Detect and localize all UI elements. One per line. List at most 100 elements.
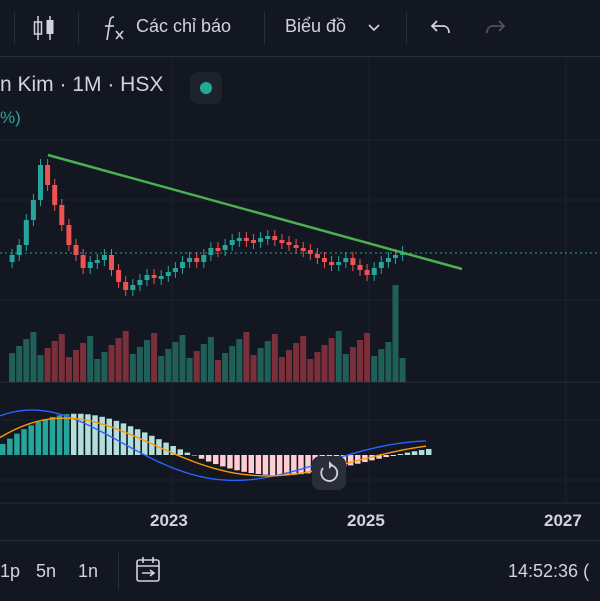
undo-icon[interactable] bbox=[428, 16, 452, 40]
macd-hist-bar bbox=[106, 418, 112, 455]
macd-hist-bar bbox=[276, 455, 283, 476]
candle bbox=[38, 159, 43, 206]
macd-hist-bar bbox=[21, 429, 27, 455]
candle bbox=[80, 249, 86, 274]
macd-hist-bar bbox=[120, 423, 127, 455]
candle bbox=[293, 239, 299, 254]
macd-hist-bar bbox=[134, 429, 141, 455]
candle bbox=[123, 276, 129, 296]
volume-bar bbox=[115, 338, 122, 382]
volume-bar bbox=[314, 352, 321, 382]
volume-bar bbox=[371, 356, 378, 382]
price-chart[interactable] bbox=[0, 57, 600, 540]
reset-chart-button[interactable] bbox=[312, 456, 346, 490]
macd-hist-bar bbox=[56, 415, 63, 455]
macd-hist-bar bbox=[284, 455, 290, 476]
candle bbox=[101, 249, 107, 266]
volume-bar bbox=[257, 348, 264, 382]
macd-hist-bar bbox=[298, 455, 304, 475]
macd-hist-bar bbox=[198, 455, 205, 459]
macd-hist-bar bbox=[28, 425, 34, 455]
candle bbox=[87, 256, 93, 274]
volume-bar bbox=[215, 360, 221, 382]
range-1p-button[interactable]: 1p bbox=[0, 561, 21, 581]
reset-icon bbox=[320, 461, 339, 482]
volume-bar bbox=[321, 345, 328, 382]
candle bbox=[137, 274, 143, 291]
macd-hist-bar bbox=[49, 416, 56, 455]
volume-bar bbox=[94, 359, 101, 382]
volume-bar bbox=[271, 334, 278, 382]
chart-type-button[interactable]: Biểu đồ bbox=[285, 16, 347, 36]
macd-hist-bar bbox=[355, 455, 361, 464]
candle bbox=[279, 234, 285, 249]
macd-hist-bar bbox=[35, 421, 41, 455]
candle bbox=[343, 252, 349, 268]
volume-bar bbox=[392, 285, 399, 382]
volume-bar bbox=[293, 343, 300, 382]
macd-hist-bar bbox=[305, 455, 311, 474]
candle bbox=[272, 230, 278, 246]
chevron-down-icon[interactable] bbox=[366, 20, 382, 36]
volume-bar bbox=[349, 347, 356, 382]
candlestick-icon[interactable] bbox=[32, 14, 56, 42]
candle bbox=[165, 266, 171, 282]
macd-hist-bar bbox=[241, 455, 247, 472]
candle bbox=[265, 230, 271, 245]
volume-bar bbox=[278, 357, 285, 382]
indicators-button[interactable]: Các chỉ báo bbox=[136, 16, 232, 36]
volume-bar bbox=[73, 350, 79, 382]
macd-hist-bar bbox=[347, 455, 354, 466]
candle bbox=[201, 249, 207, 268]
candle bbox=[130, 279, 136, 296]
candle bbox=[187, 252, 193, 268]
volume-bar bbox=[328, 338, 335, 382]
macd-hist-bar bbox=[205, 455, 212, 462]
candle bbox=[151, 269, 157, 284]
market-status-indicator[interactable] bbox=[190, 72, 222, 104]
candle bbox=[364, 264, 370, 281]
macd-hist-bar bbox=[411, 451, 418, 455]
time-axis-label: 2027 bbox=[544, 511, 582, 530]
candle bbox=[385, 252, 391, 268]
candle bbox=[94, 254, 100, 269]
macd-hist-bar bbox=[71, 413, 77, 455]
volume-bar bbox=[30, 332, 37, 382]
volume-bar bbox=[399, 358, 406, 382]
volume-bar bbox=[51, 341, 58, 382]
volume-bar bbox=[108, 345, 115, 382]
range-5n-button[interactable]: 5n bbox=[36, 561, 57, 581]
candle bbox=[336, 256, 342, 271]
macd-hist-bar bbox=[142, 432, 148, 455]
toolbar-divider bbox=[264, 12, 265, 44]
macd-hist-bar bbox=[213, 455, 219, 465]
candle bbox=[45, 159, 51, 191]
redo-icon[interactable] bbox=[484, 16, 508, 40]
macd-hist-bar bbox=[234, 455, 240, 471]
range-1n-button[interactable]: 1n bbox=[78, 561, 99, 581]
volume-bar bbox=[122, 331, 129, 382]
candle bbox=[158, 270, 164, 285]
calendar-icon[interactable] bbox=[134, 555, 162, 585]
volume-bar bbox=[58, 334, 65, 382]
volume-bar bbox=[179, 335, 186, 382]
macd-hist-bar bbox=[163, 442, 169, 455]
candle bbox=[73, 239, 79, 261]
volume-bar bbox=[342, 354, 349, 382]
top-toolbar: Các chỉ báo Biểu đồ bbox=[0, 0, 600, 57]
volume-bar bbox=[264, 341, 271, 382]
volume-bar bbox=[364, 333, 371, 382]
time-axis-label: 2023 bbox=[150, 511, 188, 530]
candle bbox=[16, 239, 22, 261]
volume-bars bbox=[9, 285, 406, 382]
candle bbox=[322, 252, 327, 268]
volume-bar bbox=[243, 332, 250, 382]
volume-bar bbox=[158, 356, 165, 382]
candle bbox=[378, 256, 384, 274]
volume-bar bbox=[101, 352, 108, 382]
trendline[interactable] bbox=[47, 153, 463, 271]
macd-hist-bar bbox=[404, 452, 411, 455]
candle bbox=[329, 256, 335, 271]
volume-bar bbox=[200, 344, 207, 382]
fx-icon[interactable] bbox=[102, 14, 126, 42]
